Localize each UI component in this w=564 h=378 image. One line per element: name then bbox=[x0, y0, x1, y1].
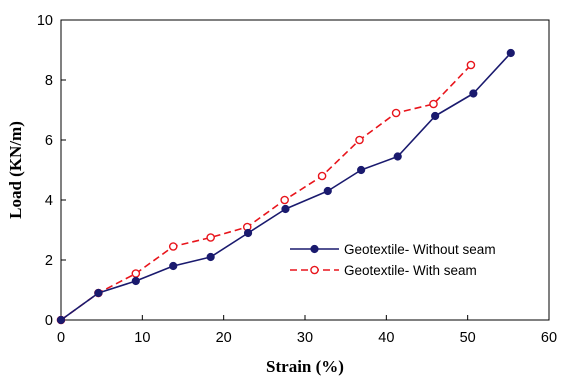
x-tick-label: 0 bbox=[57, 330, 65, 346]
data-point-without-seam bbox=[206, 252, 215, 262]
legend-marker-with-seam bbox=[310, 265, 319, 275]
x-tick-label: 50 bbox=[460, 330, 476, 346]
data-point-without-seam bbox=[169, 261, 178, 271]
data-point-with-seam bbox=[466, 60, 476, 70]
x-tick-label: 40 bbox=[378, 330, 394, 346]
y-tick-label: 4 bbox=[45, 193, 53, 209]
x-tick-label: 30 bbox=[297, 330, 313, 346]
y-tick-label: 8 bbox=[45, 73, 53, 89]
data-point-with-seam bbox=[131, 269, 141, 278]
data-point-without-seam bbox=[243, 228, 253, 238]
data-point-with-seam bbox=[391, 108, 401, 118]
data-point-without-seam bbox=[469, 89, 478, 98]
y-axis-title: Load (KN/m) bbox=[6, 121, 25, 219]
series-layer bbox=[56, 48, 515, 325]
data-point-without-seam bbox=[281, 204, 290, 214]
y-tick-label: 2 bbox=[45, 253, 53, 269]
legend: Geotextile- Without seam Geotextile- Wit… bbox=[290, 242, 496, 278]
data-point-without-seam bbox=[56, 315, 66, 325]
x-axis: 0 10 20 30 40 50 60 bbox=[57, 315, 557, 346]
data-point-without-seam bbox=[323, 186, 332, 196]
x-tick-label: 20 bbox=[216, 330, 232, 346]
y-axis: 0 2 4 6 8 10 bbox=[37, 13, 66, 329]
data-point-with-seam bbox=[168, 242, 178, 251]
y-tick-label: 0 bbox=[45, 313, 53, 329]
x-tick-label: 60 bbox=[541, 330, 557, 346]
data-point-without-seam bbox=[357, 165, 366, 175]
data-point-without-seam bbox=[94, 288, 103, 298]
data-point-without-seam bbox=[431, 111, 440, 121]
data-point-with-seam bbox=[317, 171, 327, 181]
x-axis-title: Strain (%) bbox=[266, 357, 344, 376]
data-point-with-seam bbox=[280, 195, 289, 205]
data-point-with-seam bbox=[206, 233, 215, 242]
data-point-without-seam bbox=[131, 276, 140, 286]
legend-marker-without-seam bbox=[310, 244, 319, 254]
y-tick-label: 6 bbox=[45, 133, 53, 149]
data-point-with-seam bbox=[355, 135, 364, 145]
legend-label-with-seam: Geotextile- With seam bbox=[344, 263, 477, 278]
y-tick-label: 10 bbox=[37, 13, 53, 29]
x-tick-label: 10 bbox=[134, 330, 150, 346]
data-point-with-seam bbox=[429, 99, 438, 109]
data-point-without-seam bbox=[393, 152, 402, 161]
series-line-with-seam bbox=[60, 64, 472, 321]
legend-label-without-seam: Geotextile- Without seam bbox=[344, 242, 496, 257]
data-point-without-seam bbox=[506, 48, 515, 58]
